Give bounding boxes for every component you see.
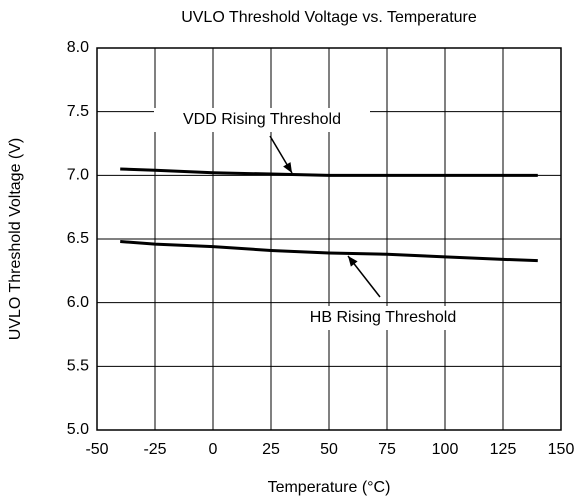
chart-title: UVLO Threshold Voltage vs. Temperature bbox=[181, 9, 477, 26]
y-tick-label: 5.5 bbox=[67, 358, 89, 375]
x-axis-label: Temperature (°C) bbox=[268, 479, 391, 496]
x-tick-label: 125 bbox=[490, 441, 517, 458]
series-line bbox=[120, 240, 538, 263]
y-axis-label: UVLO Threshold Voltage (V) bbox=[7, 138, 24, 340]
x-tick-label: -50 bbox=[85, 441, 108, 458]
x-tick-label: 0 bbox=[209, 441, 218, 458]
y-tick-label: 7.0 bbox=[67, 167, 89, 184]
x-tick-label: -25 bbox=[143, 441, 166, 458]
arrow-head bbox=[283, 162, 292, 173]
legend-label: HB Rising Threshold bbox=[310, 309, 456, 326]
y-tick-label: 7.5 bbox=[67, 103, 89, 120]
label-background bbox=[154, 108, 370, 132]
y-tick-label: 5.0 bbox=[67, 421, 89, 438]
x-tick-label: 100 bbox=[432, 441, 459, 458]
x-tick-label: 50 bbox=[320, 441, 338, 458]
y-tick-label: 6.0 bbox=[67, 294, 89, 311]
label-background bbox=[275, 306, 491, 330]
series-line bbox=[120, 167, 538, 177]
x-tick-label: 75 bbox=[378, 441, 396, 458]
x-tick-label: 150 bbox=[548, 441, 575, 458]
x-tick-label: 25 bbox=[262, 441, 280, 458]
legend-label: VDD Rising Threshold bbox=[183, 111, 341, 128]
y-tick-label: 8.0 bbox=[67, 39, 89, 56]
arrow-head bbox=[348, 256, 358, 267]
y-tick-label: 6.5 bbox=[67, 230, 89, 247]
plot-frame bbox=[96, 47, 562, 431]
